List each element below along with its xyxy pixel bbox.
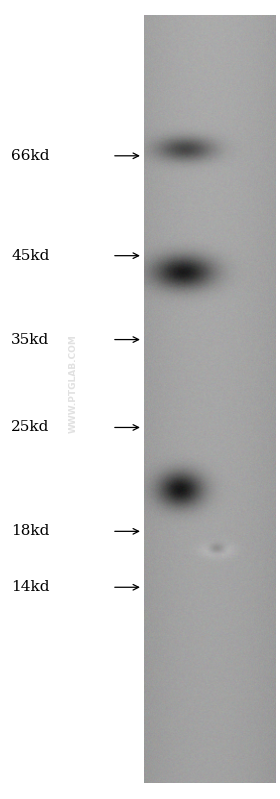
Text: 18kd: 18kd — [11, 524, 50, 539]
Text: 66kd: 66kd — [11, 149, 50, 163]
Text: 25kd: 25kd — [11, 420, 50, 435]
Text: 35kd: 35kd — [11, 332, 50, 347]
Text: 45kd: 45kd — [11, 248, 50, 263]
Text: 14kd: 14kd — [11, 580, 50, 594]
Text: WWW.PTGLAB.COM: WWW.PTGLAB.COM — [68, 334, 77, 433]
